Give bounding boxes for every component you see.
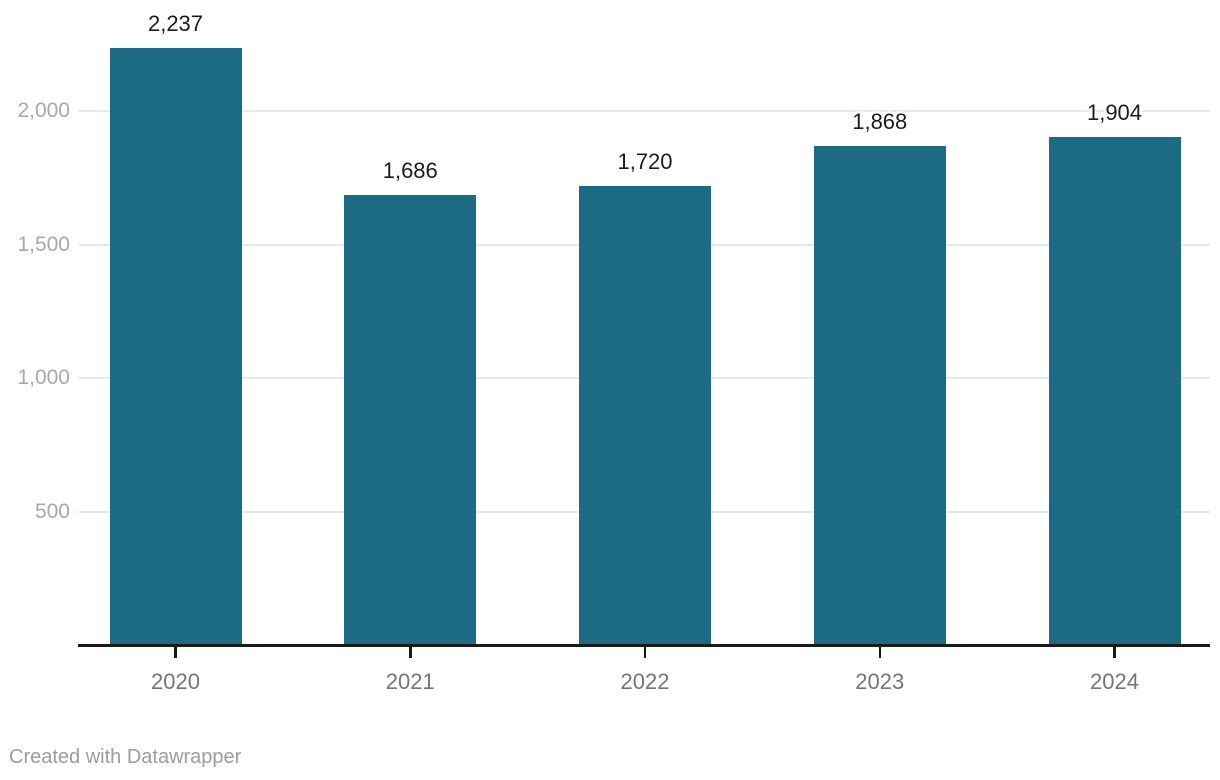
y-tick-label: 2,000 (17, 99, 70, 123)
x-tick (409, 646, 412, 658)
datawrapper-credit-link[interactable]: Created with Datawrapper (9, 746, 242, 768)
bar-2022 (579, 185, 711, 645)
x-tick (878, 646, 881, 658)
bar-2021 (344, 195, 477, 645)
bar-2023 (813, 146, 946, 645)
x-tick (1113, 646, 1116, 658)
value-label-2021: 1,686 (382, 158, 438, 184)
x-tick (174, 646, 177, 658)
bar-2024 (1048, 136, 1181, 645)
x-tick-label-2022: 2022 (620, 669, 670, 694)
y-tick-label: 500 (34, 499, 70, 523)
x-axis-line (78, 644, 1210, 647)
x-tick-label-2023: 2023 (855, 669, 905, 694)
value-label-2024: 1,904 (1086, 99, 1143, 125)
x-tick-label-2020: 2020 (151, 669, 200, 694)
value-label-2023: 1,868 (852, 109, 908, 135)
y-tick-label: 1,000 (17, 366, 70, 390)
x-tick (643, 646, 647, 658)
y-tick-label: 1,500 (17, 232, 70, 256)
x-tick-label-2024: 2024 (1090, 669, 1139, 694)
gridline-2,000 (79, 110, 1210, 113)
x-tick-label-2021: 2021 (385, 669, 435, 694)
value-label-2020: 2,237 (147, 11, 204, 36)
value-label-2022: 1,720 (617, 148, 673, 174)
bar-2020 (109, 48, 242, 645)
